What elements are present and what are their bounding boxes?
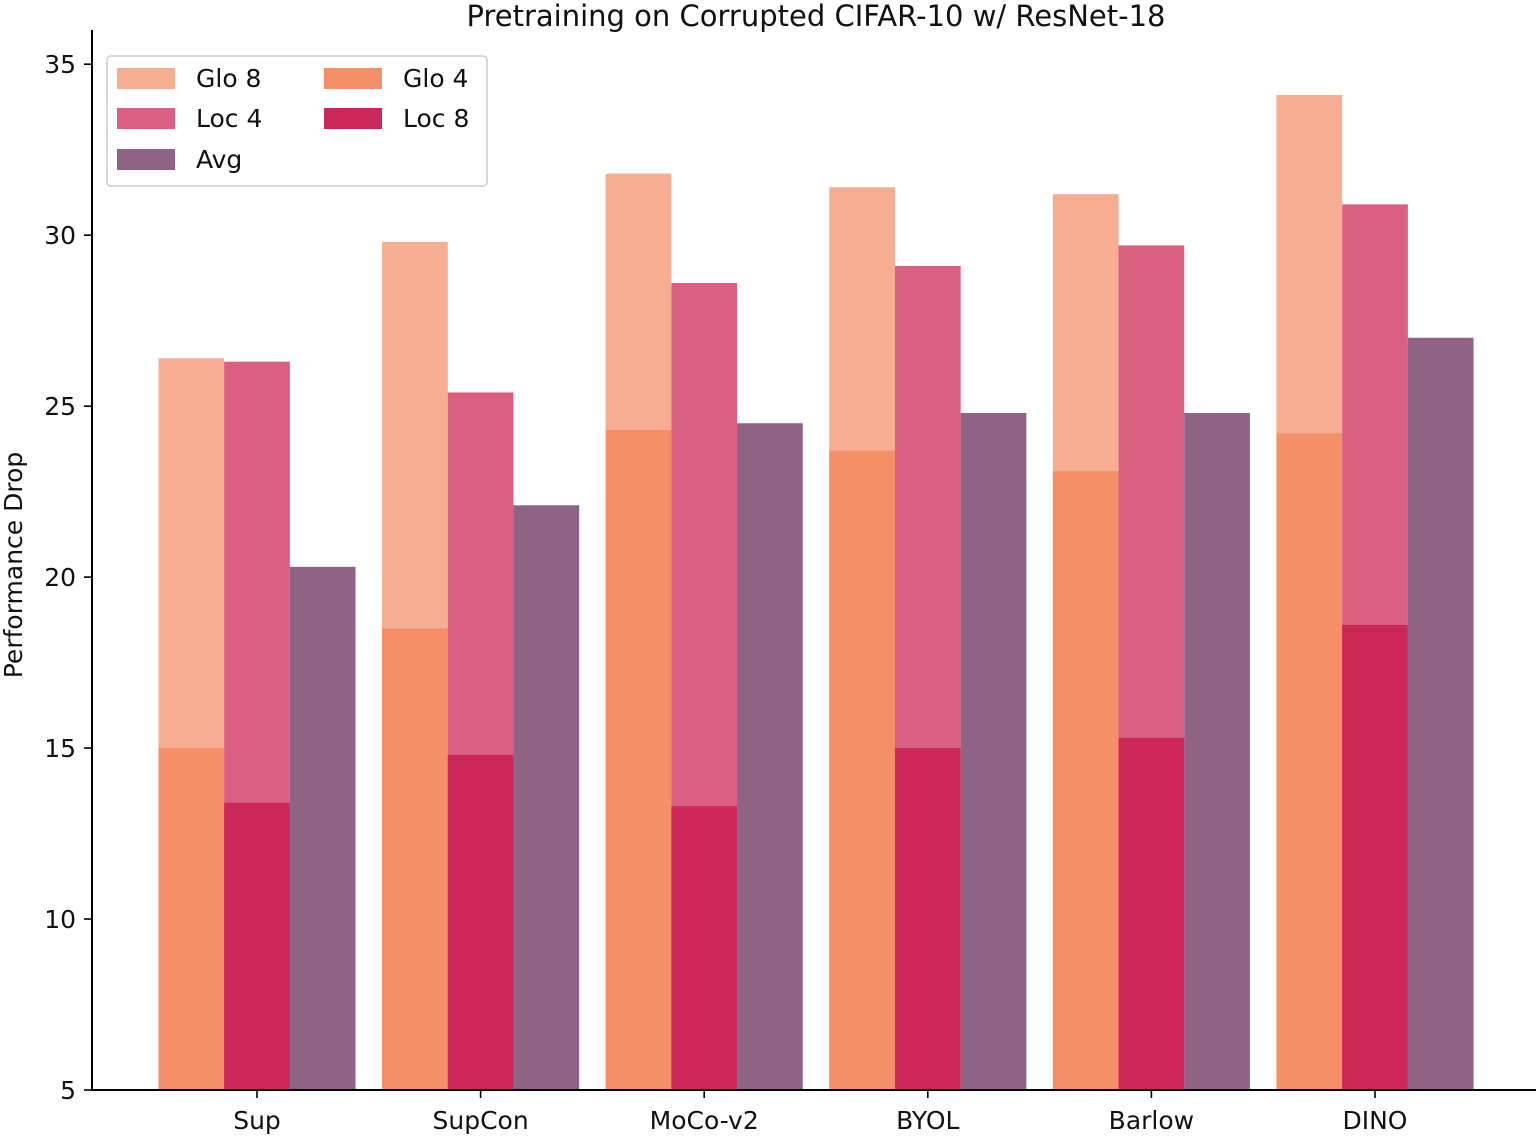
bar-avg-supcon <box>513 505 580 1090</box>
y-axis-label: Performance Drop <box>0 452 28 679</box>
y-tick-label: 20 <box>44 563 76 592</box>
bar-avg-sup <box>289 566 356 1090</box>
legend-label-loc-8: Loc 8 <box>403 104 469 133</box>
bar-glo-4-supcon <box>382 628 448 1090</box>
bar-avg-moco-v2 <box>737 423 803 1091</box>
legend-swatch-loc-4 <box>117 108 175 129</box>
bar-avg-byol <box>960 412 1027 1091</box>
y-tick-label: 15 <box>44 734 76 763</box>
legend-label-loc-4: Loc 4 <box>196 104 262 133</box>
legend: Glo 8 Glo 4 Loc 4 Loc 8 Avg <box>106 55 488 187</box>
legend-swatch-loc-8 <box>324 108 382 129</box>
y-tick-label: 10 <box>44 905 76 934</box>
axes-group: 5 10 15 20 25 30 35 Sup SupCon MoCo-v2 BYOL Barlow D… <box>44 30 1536 1135</box>
y-tick-label: 35 <box>44 50 76 79</box>
bar-glo-4-byol <box>829 450 895 1091</box>
legend-label-avg: Avg <box>196 145 242 174</box>
bar-avg-dino <box>1407 337 1474 1090</box>
y-tick-label: 30 <box>44 221 76 250</box>
bar-loc-8-moco-v2 <box>671 806 738 1090</box>
bar-glo-4-sup <box>158 748 225 1090</box>
legend-label-glo-4: Glo 4 <box>403 64 468 93</box>
y-tick-label: 5 <box>60 1076 76 1105</box>
legend-frame <box>106 55 488 187</box>
legend-swatch-glo-8 <box>117 68 175 89</box>
legend-swatch-glo-4 <box>324 68 382 89</box>
bar-loc-8-byol <box>894 748 961 1090</box>
bar-avg-barlow <box>1184 412 1250 1091</box>
bar-loc-8-sup <box>224 802 290 1090</box>
bar-glo-4-moco-v2 <box>605 430 672 1090</box>
bars-group <box>158 94 1474 1091</box>
bar-glo-4-barlow <box>1052 471 1119 1091</box>
bar-loc-8-supcon <box>447 754 514 1090</box>
y-tick-label: 25 <box>44 392 76 421</box>
bar-glo-4-dino <box>1276 433 1343 1091</box>
x-tick-label: MoCo-v2 <box>650 1106 759 1135</box>
bar-loc-8-barlow <box>1118 737 1185 1090</box>
legend-swatch-avg <box>117 149 175 170</box>
x-tick-label: SupCon <box>433 1106 529 1135</box>
chart-title: Pretraining on Corrupted CIFAR-10 w/ Res… <box>467 0 1166 33</box>
x-tick-label: DINO <box>1342 1106 1407 1135</box>
legend-label-glo-8: Glo 8 <box>196 64 261 93</box>
x-tick-label: Barlow <box>1109 1106 1194 1135</box>
bar-loc-8-dino <box>1342 624 1408 1090</box>
x-tick-label: Sup <box>233 1106 281 1135</box>
x-tick-label: BYOL <box>896 1106 959 1135</box>
